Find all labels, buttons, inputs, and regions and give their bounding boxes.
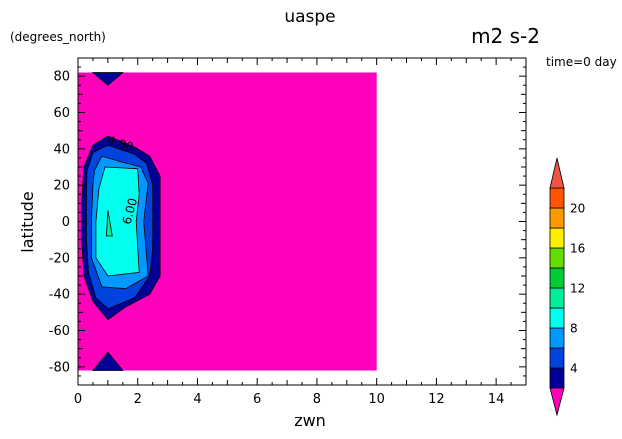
x-tick-label: 14 (488, 392, 505, 407)
colorbar-box (549, 327, 565, 349)
colorbar-tick-label: 20 (570, 202, 585, 216)
colorbar-under-arrow (549, 387, 565, 417)
y-tick-label: -80 (49, 360, 70, 375)
colorbar-over-arrow (549, 157, 565, 189)
x-tick-label: 12 (428, 392, 445, 407)
x-tick-label: 6 (253, 392, 261, 407)
y-tick-label: -40 (49, 288, 70, 303)
colorbar-box (549, 347, 565, 369)
contour-regions (78, 72, 377, 371)
y-units-label: (degrees_north) (10, 30, 106, 44)
contour-region-band-8-10 (95, 166, 140, 277)
y-tick-label: -20 (49, 251, 70, 266)
y-axis-label: latitude (18, 191, 37, 252)
contour-region-north-tip (91, 72, 124, 86)
contour-region-band-10-12 (105, 210, 113, 237)
x-tick-label: 0 (74, 392, 82, 407)
x-tick-label: 8 (313, 392, 321, 407)
colorbar-tick-label: 12 (570, 282, 585, 296)
colorbar-box (549, 307, 565, 329)
y-tick-label: 40 (53, 142, 70, 157)
colorbar-tick-label: 4 (570, 362, 578, 376)
x-axis-label: zwn (294, 411, 326, 430)
y-axis: -80 -60 -40 -20 0 20 40 60 80 (49, 57, 526, 386)
x-tick-label: 2 (134, 392, 142, 407)
x-tick-label: 10 (368, 392, 385, 407)
y-tick-label: -60 (49, 324, 70, 339)
contour-label: 6.00 (120, 196, 140, 225)
colorbar-box (549, 287, 565, 309)
contour-region-south-tip (92, 351, 124, 371)
chart-title: uaspe (284, 7, 335, 27)
colorbar: 4 8 12 16 20 (549, 157, 585, 417)
y-tick-label: 80 (53, 70, 70, 85)
colorbar-box (549, 367, 565, 389)
x-axis: 0 2 4 6 8 10 12 14 (74, 58, 527, 407)
colorbar-box (549, 227, 565, 249)
colorbar-tick-label: 16 (570, 242, 585, 256)
colorbar-box (549, 207, 565, 229)
y-tick-label: 60 (53, 106, 70, 121)
colorbar-box (549, 267, 565, 289)
colorbar-tick-label: 8 (570, 322, 578, 336)
y-tick-label: 0 (62, 215, 70, 230)
time-label: time=0 day (546, 55, 617, 69)
contour-region-background (78, 72, 377, 371)
colorbar-box (549, 247, 565, 269)
units-label: m2 s-2 (471, 24, 540, 48)
colorbar-box (549, 187, 565, 209)
y-tick-label: 20 (53, 179, 70, 194)
x-tick-label: 4 (193, 392, 201, 407)
